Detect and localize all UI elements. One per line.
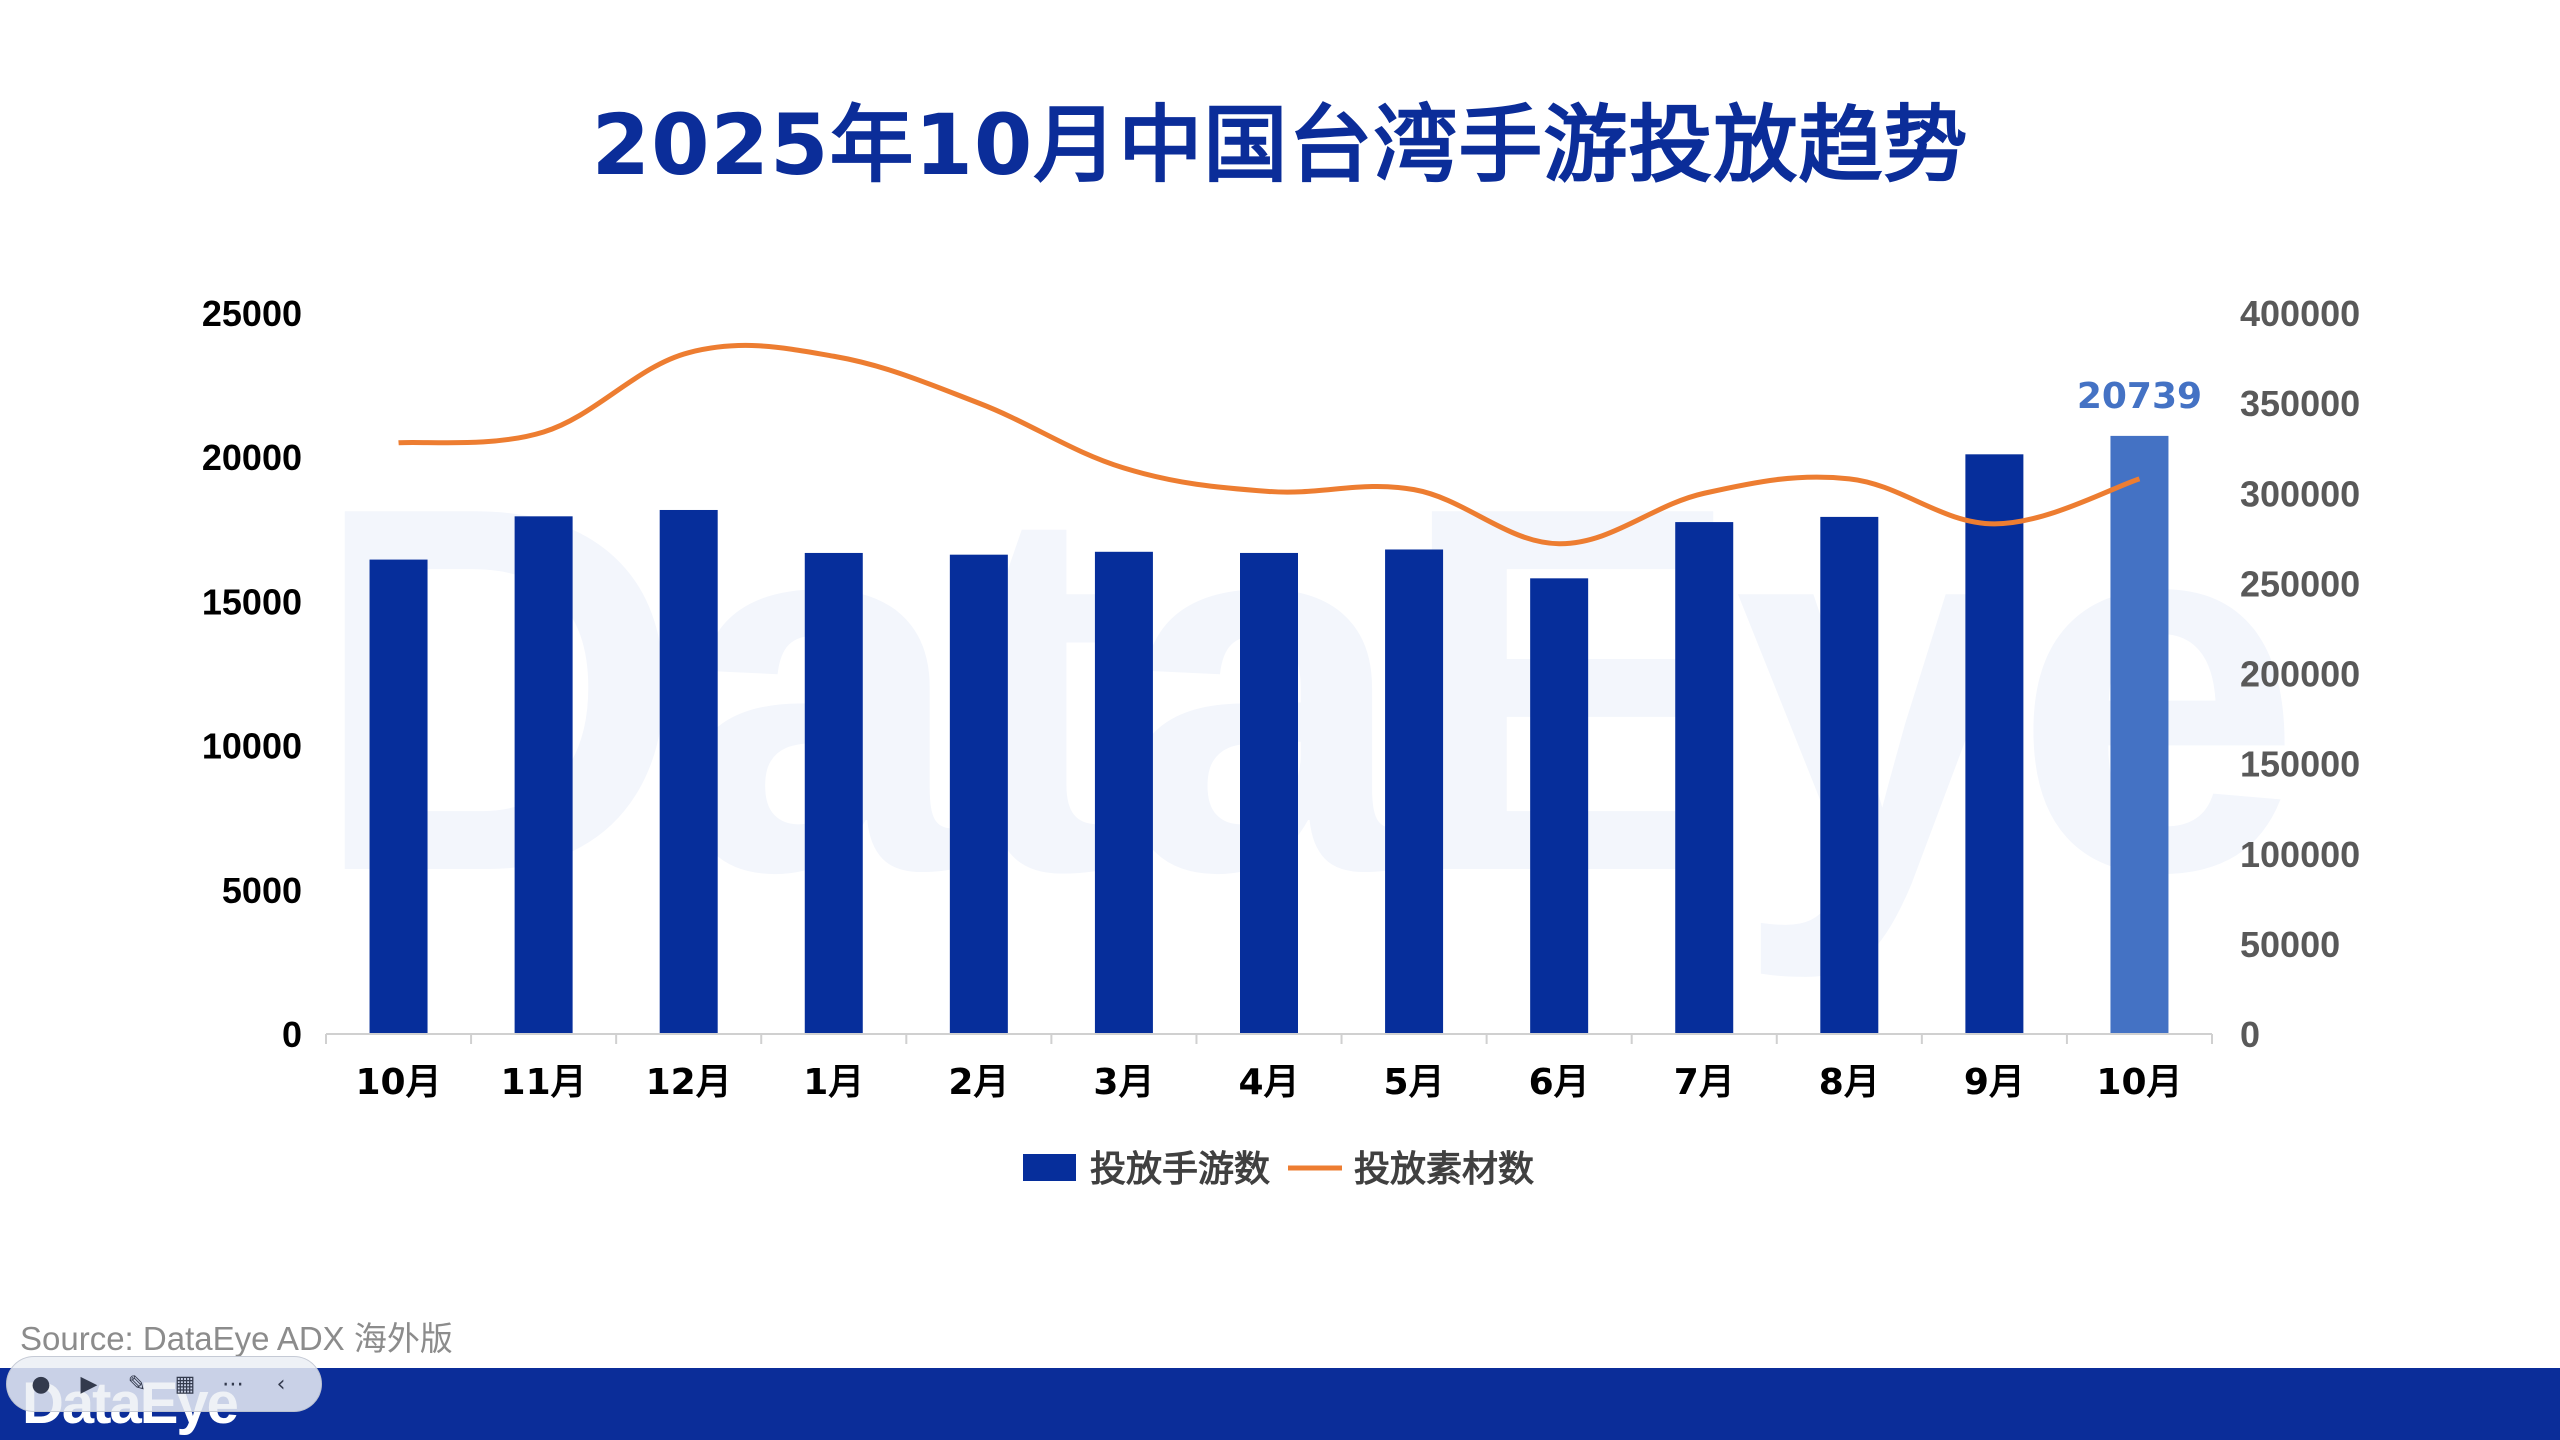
bar-2 <box>514 516 573 1034</box>
right-axis-tick-label: 200000 <box>2240 654 2360 695</box>
chart-title: 2025年10月中国台湾手游投放趋势 <box>591 96 1969 194</box>
source-note: Source: DataEye ADX 海外版 <box>20 1320 453 1357</box>
left-axis-tick-label: 0 <box>282 1014 302 1055</box>
chevron-left-icon[interactable]: ‹ <box>276 1371 286 1397</box>
bar-11 <box>1820 516 1879 1034</box>
bar-10 <box>1675 522 1734 1034</box>
x-axis-label: 10月 <box>2096 1062 2182 1103</box>
pen-icon[interactable]: ✎ <box>127 1371 147 1397</box>
x-axis-label: 11月 <box>501 1062 587 1103</box>
x-axis-label: 10月 <box>355 1062 441 1103</box>
right-axis-tick-label: 250000 <box>2240 563 2360 604</box>
left-axis-tick-label: 10000 <box>202 726 302 767</box>
line-series-materials <box>398 342 2141 547</box>
x-axis-label: 7月 <box>1674 1062 1735 1103</box>
footer-bar <box>0 1368 2560 1440</box>
left-axis-tick-label: 5000 <box>222 870 302 911</box>
right-axis-tick-label: 300000 <box>2240 473 2360 514</box>
play-icon[interactable]: ▶ <box>80 1371 98 1397</box>
left-axis-tick-label: 20000 <box>202 437 302 478</box>
grid-icon[interactable]: ▦ <box>174 1371 196 1397</box>
bar-13 <box>2110 435 2169 1035</box>
right-axis-tick-label: 0 <box>2240 1014 2260 1055</box>
bar-9 <box>1530 578 1589 1034</box>
right-axis-tick-label: 150000 <box>2240 744 2360 785</box>
legend-label-games: 投放手游数 <box>1090 1149 1270 1190</box>
x-axis-label: 1月 <box>803 1062 864 1103</box>
x-axis-label: 6月 <box>1529 1062 1590 1103</box>
bar-12 <box>1965 454 2024 1034</box>
right-axis-tick-label: 350000 <box>2240 383 2360 424</box>
circle-icon[interactable]: ● <box>31 1371 51 1397</box>
bar-7 <box>1240 552 1298 1034</box>
x-axis-label: 5月 <box>1384 1062 1445 1103</box>
left-axis-tick-label: 25000 <box>202 293 302 334</box>
bar-4 <box>804 552 863 1034</box>
presentation-toolbar: ● ▶ ✎ ▦ ⋯ ‹ <box>6 1356 322 1412</box>
x-axis-label: 12月 <box>646 1062 732 1103</box>
more-icon[interactable]: ⋯ <box>222 1371 244 1397</box>
bar-3 <box>659 509 718 1035</box>
chart: 0500010000150002000025000050000100000150… <box>202 293 2360 1190</box>
bar-5 <box>949 554 1008 1034</box>
bar-1 <box>369 559 428 1034</box>
right-axis-tick-label: 400000 <box>2240 293 2360 334</box>
right-axis-tick-label: 100000 <box>2240 834 2360 875</box>
x-axis-label: 3月 <box>1093 1062 1154 1103</box>
bar-6 <box>1094 551 1153 1034</box>
x-axis-label: 8月 <box>1819 1062 1880 1103</box>
right-axis-tick-label: 50000 <box>2240 924 2340 965</box>
x-axis-label: 9月 <box>1964 1062 2025 1103</box>
legend-bar-swatch <box>1023 1154 1076 1181</box>
bar-8 <box>1385 549 1444 1034</box>
data-label: 20739 <box>2077 376 2202 417</box>
x-axis-label: 2月 <box>948 1062 1009 1103</box>
left-axis-tick-label: 15000 <box>202 581 302 622</box>
x-axis-label: 4月 <box>1238 1062 1299 1103</box>
legend-label-materials: 投放素材数 <box>1354 1149 1534 1190</box>
